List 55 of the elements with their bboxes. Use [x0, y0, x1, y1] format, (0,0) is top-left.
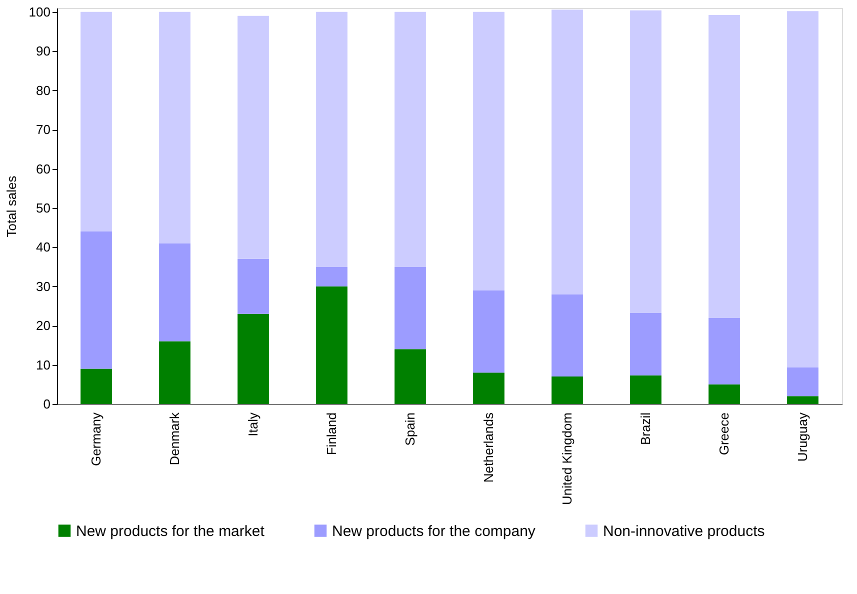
x-tick-label: Germany: [88, 412, 104, 466]
bar: [708, 15, 740, 318]
bar: [80, 12, 112, 232]
legend-label: New products for the market: [76, 522, 266, 540]
x-tick-label: Italy: [245, 412, 260, 436]
bar: [316, 286, 348, 404]
x-tick-label: Finland: [324, 412, 339, 456]
x-tick-label: Netherlands: [480, 412, 496, 483]
y-tick-label: 10: [36, 357, 50, 372]
y-tick-label: 30: [36, 278, 50, 294]
bar: [316, 266, 348, 286]
y-tick-label: 60: [36, 161, 50, 176]
x-tick-label: Brazil: [638, 412, 653, 446]
bar: [552, 294, 583, 377]
bar: [473, 12, 504, 290]
bar: [316, 12, 348, 267]
bar: [238, 314, 269, 404]
x-tick-label: Uruguay: [794, 412, 810, 462]
bar: [394, 349, 426, 404]
bar: [708, 384, 740, 404]
bar: [552, 10, 583, 294]
bar: [159, 341, 190, 404]
bar: [394, 12, 426, 267]
y-tick-label: 70: [36, 122, 50, 138]
y-tick-label: 20: [36, 318, 50, 334]
x-tick-label: United Kingdom: [559, 412, 574, 505]
bar: [787, 11, 818, 368]
bar: [630, 10, 662, 314]
bar: [787, 368, 818, 396]
bar: [473, 290, 504, 373]
y-tick-label: 90: [36, 44, 50, 59]
y-tick-label: 50: [36, 200, 50, 216]
bar: [630, 375, 662, 404]
x-tick-label: Spain: [402, 412, 418, 446]
bar: [80, 231, 112, 369]
bar: [708, 318, 740, 384]
legend-label: New products for the company: [332, 522, 536, 540]
bar: [159, 243, 190, 342]
bar: [159, 12, 190, 244]
bar: [238, 16, 269, 259]
bar: [238, 258, 269, 314]
y-tick-label: 80: [36, 82, 50, 98]
legend-label: Non-innovative products: [603, 522, 765, 540]
y-tick-label: 40: [36, 240, 50, 255]
bar: [552, 376, 583, 404]
y-axis-title: Total sales: [4, 175, 19, 238]
x-tick-label: Greece: [716, 412, 732, 456]
bar: [80, 368, 112, 404]
x-tick-label: Denmark: [166, 412, 182, 466]
bar: [630, 313, 662, 376]
y-tick-label: 0: [43, 396, 50, 412]
bar: [473, 372, 504, 404]
bar: [394, 266, 426, 350]
y-tick-label: 100: [28, 4, 50, 20]
bar: [787, 396, 818, 404]
